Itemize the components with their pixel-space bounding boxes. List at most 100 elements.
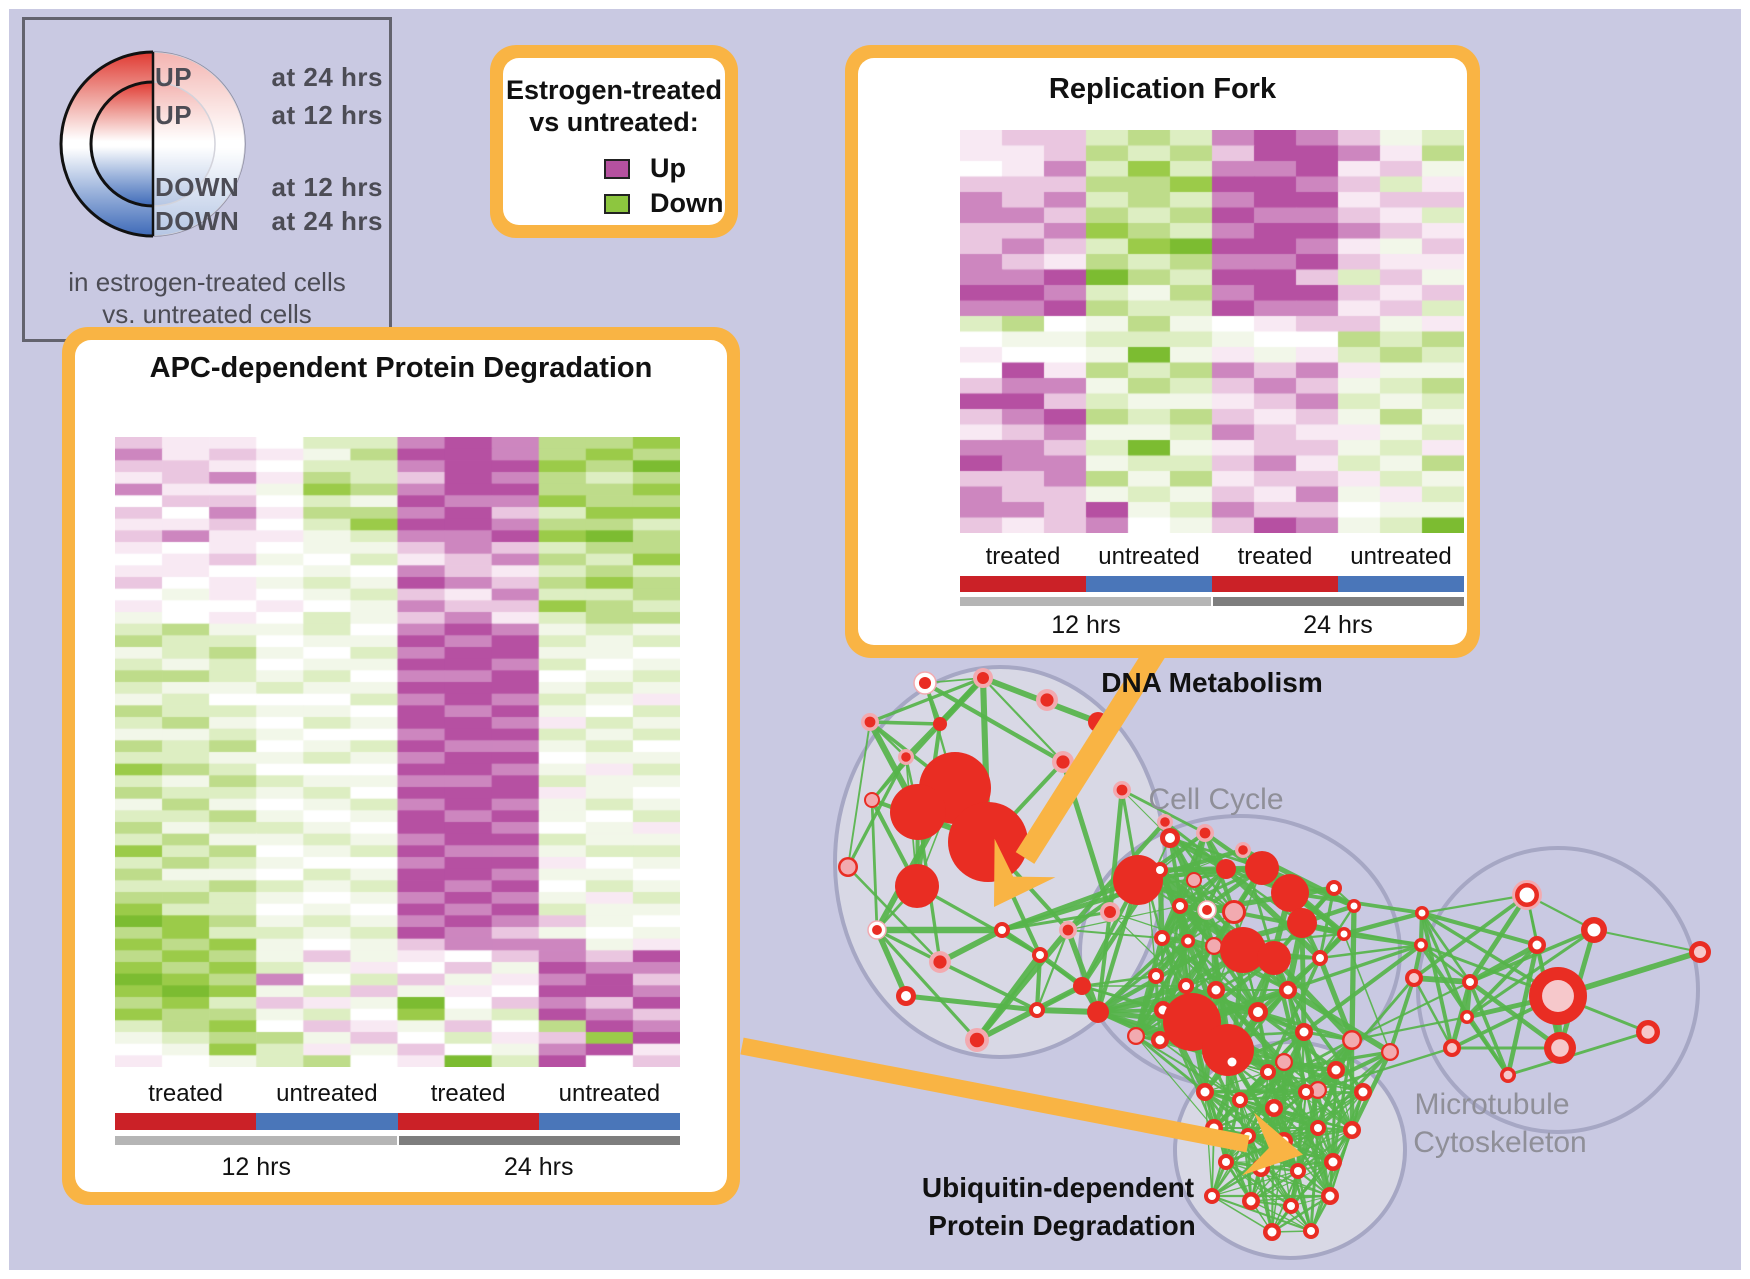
network-node	[1325, 1191, 1335, 1201]
rep-group-labels: treated untreated treated untreated	[960, 543, 1464, 571]
network-node	[1447, 1043, 1457, 1053]
network-edge	[1225, 1161, 1331, 1197]
network-node	[948, 802, 1028, 882]
network-node	[1344, 1032, 1360, 1048]
rep-24hrs-bar	[1213, 597, 1464, 606]
network-node	[901, 752, 911, 762]
network-edge	[1272, 956, 1354, 1042]
network-edge	[1305, 1091, 1353, 1131]
network-node	[1155, 1035, 1165, 1045]
up-24-time: at 24 hrs	[271, 62, 383, 92]
network-node	[1503, 1070, 1513, 1080]
apc-time-bars	[115, 1136, 680, 1145]
network-edge	[1250, 1127, 1319, 1202]
rep-24hrs-label: 24 hrs	[1303, 611, 1373, 639]
network-edge	[1159, 832, 1206, 871]
down-label: Down	[650, 188, 724, 218]
apc-panel-title: APC-dependent Protein Degradation	[149, 352, 653, 384]
rep-untreated-24-bar	[1338, 576, 1464, 592]
apc-untreated-12-label: untreated	[276, 1080, 378, 1107]
network-node	[1283, 985, 1293, 995]
network-edge	[1134, 940, 1190, 1037]
faded-right-half	[153, 52, 245, 236]
network-node	[1208, 1192, 1216, 1200]
network-node	[1409, 973, 1419, 983]
network-node	[1238, 845, 1248, 855]
network-node	[1040, 693, 1054, 707]
network-node	[1463, 1013, 1471, 1021]
network-node	[1302, 1088, 1310, 1096]
network-edge	[1296, 1170, 1313, 1232]
down-24-word: DOWN	[155, 206, 240, 236]
network-edge	[1097, 1010, 1161, 1042]
apc-12hrs-label: 12 hrs	[221, 1153, 291, 1181]
network-edge	[1349, 905, 1357, 1041]
network-node	[1056, 755, 1070, 769]
down-12-word: DOWN	[155, 172, 240, 202]
network-edge	[1343, 931, 1422, 948]
up-12-time: at 12 hrs	[271, 100, 383, 130]
network-edge	[1420, 912, 1472, 983]
apc-heatmap	[115, 437, 680, 1067]
network-edge	[1096, 911, 1112, 1013]
network-node	[1358, 1087, 1368, 1097]
network-node	[1188, 874, 1200, 886]
network-node	[1330, 884, 1338, 892]
network-node	[1165, 833, 1175, 843]
ubiquitin-label-1: Ubiquitin-dependent	[921, 1172, 1195, 1203]
legend-row-up-24: UP at 24 hrs	[155, 62, 383, 93]
flow-arrow-head	[1241, 1112, 1303, 1176]
cell-cycle-label: Cell Cycle	[1148, 783, 1284, 816]
network-node	[1311, 1083, 1325, 1097]
network-edge	[1266, 957, 1322, 1073]
apc-untreated-24-label: untreated	[558, 1080, 661, 1107]
network-edge	[938, 927, 1004, 965]
caption-line-2: vs. untreated cells	[102, 299, 312, 329]
network-edge	[869, 676, 984, 724]
network-edge	[1211, 1170, 1299, 1197]
color-legend-box: Estrogen-treated vs untreated: Up Down	[490, 45, 738, 238]
legend-item-down: Down	[604, 188, 724, 219]
circle-legend-graphic	[59, 50, 246, 238]
network-edge	[1121, 789, 1171, 839]
network-node	[1113, 855, 1163, 905]
network-edge	[1413, 975, 1471, 985]
legend-row-down-12: DOWN at 12 hrs	[155, 172, 383, 203]
dna-metabolism-label: DNA Metabolism	[1101, 667, 1323, 698]
rep-untreated-24-label: untreated	[1350, 543, 1452, 570]
network-edge	[1035, 929, 1070, 1011]
network-node	[1225, 903, 1243, 921]
rep-untreated-12-label: untreated	[1098, 543, 1200, 570]
legend-row-up-12: UP at 12 hrs	[155, 100, 383, 131]
network-edge	[1302, 943, 1423, 1034]
legend-row-down-24: DOWN at 24 hrs	[155, 206, 383, 237]
network-node	[1116, 784, 1128, 796]
network-edge	[1318, 905, 1356, 959]
network-node	[1152, 972, 1160, 980]
replication-fork-panel: Replication Fork treated untreated treat…	[845, 45, 1480, 658]
network-node	[840, 859, 856, 875]
network-node	[1202, 1024, 1254, 1076]
network-node	[1264, 1068, 1272, 1076]
network-edge	[876, 928, 941, 964]
network-node	[864, 716, 876, 728]
network-node	[1328, 1157, 1338, 1167]
network-node	[977, 672, 989, 684]
network-node	[1211, 985, 1221, 995]
network-node	[1202, 905, 1212, 915]
apc-untreated-12-bar	[256, 1113, 398, 1130]
network-node	[1641, 1025, 1655, 1039]
network-node	[1417, 941, 1425, 949]
network-node	[1160, 817, 1170, 827]
network-edge	[1135, 1035, 1215, 1129]
network-edge	[1271, 1194, 1331, 1234]
cluster-microtubule	[1416, 846, 1700, 1134]
network-node	[1236, 1096, 1244, 1104]
flow-arrow-shaft	[1015, 642, 1168, 864]
network-node	[1207, 939, 1221, 953]
network-edge	[1317, 1091, 1364, 1129]
apc-treated-24-label: treated	[430, 1080, 506, 1107]
network-node	[1062, 924, 1074, 936]
